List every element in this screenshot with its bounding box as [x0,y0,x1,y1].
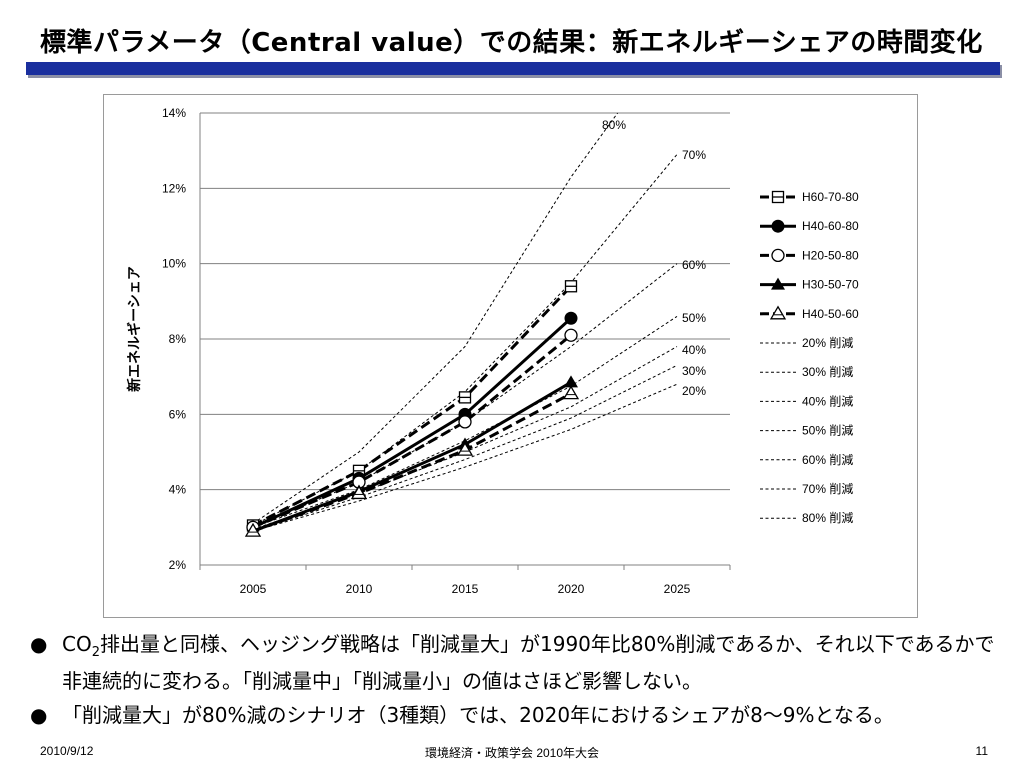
series-line-H20-50-80 [252,334,572,529]
title-underline-bar [26,62,1000,75]
x-tick-label: 2020 [558,582,585,596]
legend-label: 40% 削減 [802,393,853,408]
chart-frame: 2% 4% 6% 8% 10% 12% 14% 2005 2010 2015 2020 2025 新エネ… [103,94,918,618]
line-end-label: 20% [682,384,706,398]
legend-label: H20-50-80 [802,248,859,262]
legend-label: 60% 削減 [802,452,853,467]
bullet-text-1-subscript: 2 [91,645,100,660]
bullet-text-1-prefix: CO [62,632,92,656]
data-point-marker [244,522,262,537]
x-tick-label: 2025 [664,582,691,596]
bullet-list: ● CO2排出量と同様、ヘッジング戦略は「削減量大」が1990年比80%削減であ… [30,630,1010,730]
legend-label: H40-50-60 [802,307,859,321]
y-tick-label: 2% [169,558,187,572]
line-end-label: 60% [682,258,706,272]
bullet-item: ● 「削減量大」が80%減のシナリオ（3種類）では、2020年におけるシェアが8… [30,701,1010,730]
data-point-marker [456,441,474,456]
bullet-text-1-body: 排出量と同様、ヘッジング戦略は「削減量大」が1990年比80%削減であるか、それ… [62,632,995,693]
data-point-marker [458,415,472,429]
y-tick-label: 10% [162,257,186,271]
line-end-label: 30% [682,364,706,378]
footer-conference: 環境経済・政策学会 2010年大会 [424,746,600,760]
legend-marker [771,277,785,290]
line-end-label: 80% [602,118,626,132]
bullet-dot-icon: ● [30,632,48,656]
line-end-label: 50% [682,311,706,325]
data-point-marker [564,328,578,342]
bullet-text-2: 「削減量大」が80%減のシナリオ（3種類）では、2020年におけるシェアが8～9… [62,703,894,727]
data-point-marker [564,311,578,325]
x-tick-label: 2010 [346,582,373,596]
legend-label: H60-70-80 [802,190,859,204]
share-line-chart: 2% 4% 6% 8% 10% 12% 14% 2005 2010 2015 2020 2025 新エネ… [126,106,859,596]
y-tick-label: 4% [169,483,187,497]
y-tick-label: 12% [162,181,186,195]
line-end-label: 70% [682,148,706,162]
legend-label: 20% 削減 [802,335,853,350]
footer-date: 2010/9/12 [40,744,94,758]
legend-marker [769,305,787,320]
legend-label: 70% 削減 [802,481,853,496]
series-line-H30-50-70 [252,381,572,533]
slide-title: 標準パラメータ（Central value）での結果：新エネルギーシェアの時間変… [40,28,983,58]
legend-label: H30-50-70 [802,278,859,292]
legend-marker [771,219,785,233]
legend-marker [771,248,785,263]
series-line-50削減 [252,315,678,528]
series-line-H40-50-60 [252,392,572,533]
data-point-marker [562,385,580,400]
legend-label: 50% 削減 [802,423,853,438]
x-tick-label: 2015 [452,582,479,596]
legend-label: H40-60-80 [802,219,859,233]
series-line-20削減 [252,383,678,532]
series-line-H40-60-80 [252,317,573,529]
series-line-80削減 [252,112,619,524]
y-tick-label: 8% [169,332,187,346]
y-axis-title: 新エネルギーシェア [126,266,143,392]
line-end-label: 40% [682,343,706,357]
series-line-30削減 [252,364,678,532]
series-line-H60-70-80 [252,285,573,527]
y-tick-label: 6% [169,407,187,421]
footer-page-number: 11 [975,744,988,758]
bullet-item: ● CO2排出量と同様、ヘッジング戦略は「削減量大」が1990年比80%削減であ… [30,630,1010,696]
x-tick-label: 2005 [240,582,267,596]
bullet-dot-icon: ● [30,703,48,727]
y-tick-label: 14% [162,106,186,120]
series-line-70削減 [252,154,678,526]
data-point-marker [564,375,578,388]
legend-label: 80% 削減 [802,510,853,525]
legend-label: 30% 削減 [802,364,853,379]
data-point-marker [350,485,368,500]
